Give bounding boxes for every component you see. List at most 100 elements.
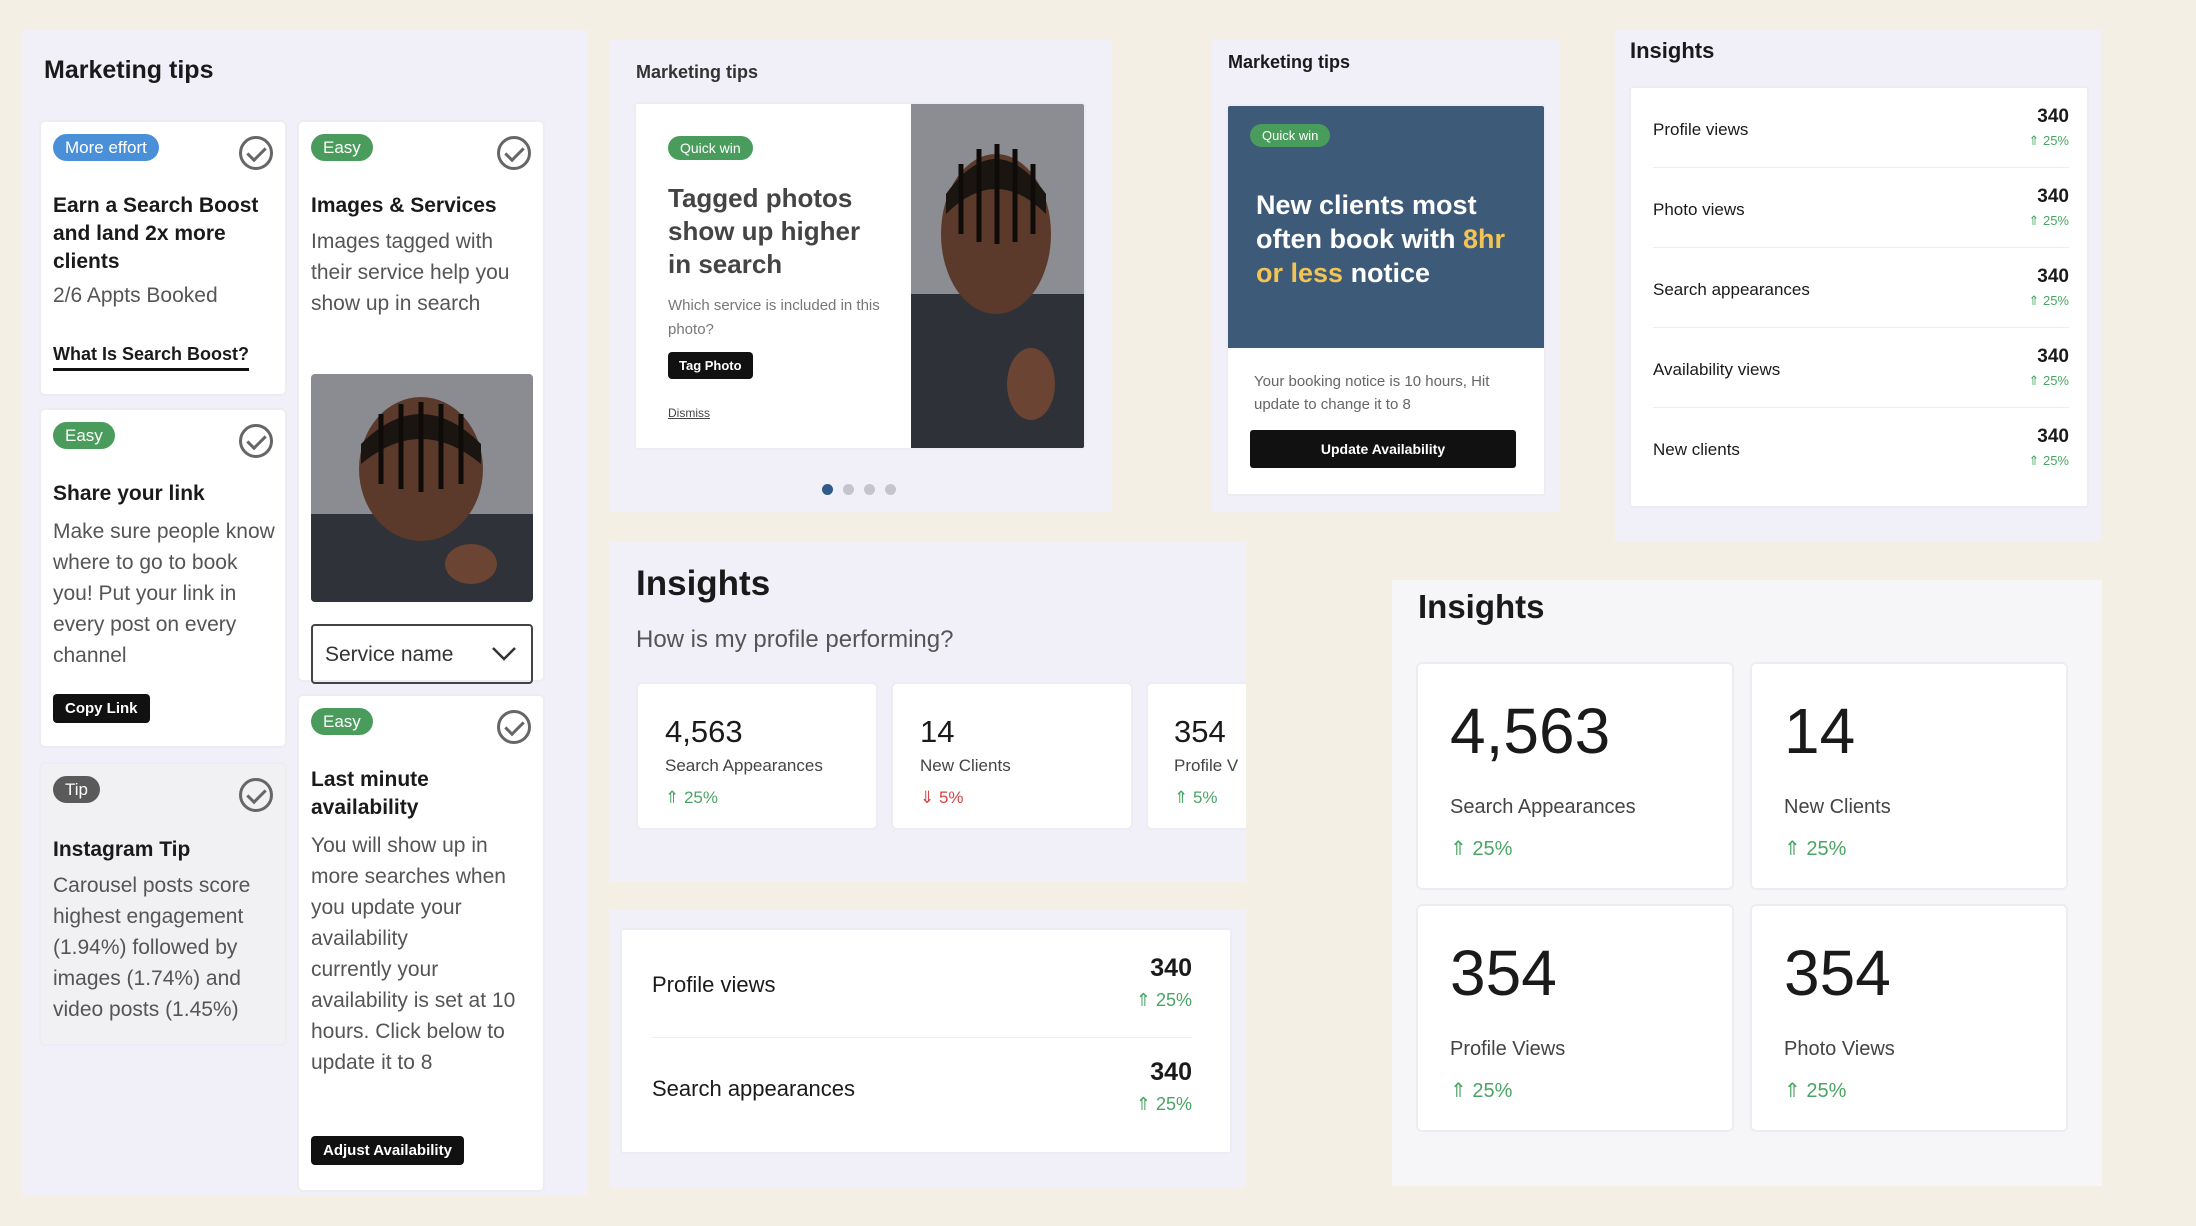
stat-card[interactable]: 14 New Clients ⇓ 5% (891, 682, 1133, 830)
what-is-search-boost-link[interactable]: What Is Search Boost? (53, 344, 250, 371)
booking-notice-card: Quick win New clients most often book wi… (1226, 104, 1546, 496)
marketing-tips-booking-panel: Marketing tips Quick win New clients mos… (1212, 40, 1560, 512)
stat-card[interactable]: 354 Photo Views ⇑ 25% (1750, 904, 2068, 1132)
insight-change-value: 25% (1155, 990, 1192, 1010)
insight-label: Profile views (652, 972, 776, 997)
insights-grid-panel: Insights 4,563 Search Appearances ⇑ 25% … (1392, 580, 2102, 1186)
tip-body: Make sure people know where to go to boo… (53, 520, 275, 667)
tip-card-instagram: Tip Instagram Tip Carousel posts score h… (39, 762, 287, 1046)
stat-value: 4,563 (665, 714, 743, 749)
insight-row: Search appearances 340 ⇑ 25% (652, 1038, 1192, 1142)
insight-row: New clients 340 ⇑ 25% (1653, 408, 2069, 488)
tip-card-images-services: Easy Images & Services Images tagged wit… (297, 120, 545, 684)
tip-body: Carousel posts score highest engagement … (53, 874, 251, 1021)
check-circle-icon[interactable] (497, 136, 531, 170)
headline-text-end: notice (1343, 258, 1431, 288)
stat-label: New Clients (1784, 796, 1891, 818)
insight-label: Search appearances (1653, 280, 1810, 299)
insight-change: ⇑ 25% (2028, 373, 2069, 388)
marketing-tips-carousel: Marketing tips Quick win Tagged photos s… (610, 40, 1112, 512)
stat-change: ⇑ 25% (1450, 1080, 1513, 1102)
stat-value: 354 (1784, 937, 1891, 1009)
insight-row: Profile views 340 ⇑ 25% (652, 934, 1192, 1038)
stat-value: 354 (1450, 937, 1557, 1009)
insight-change: ⇑ 25% (2028, 213, 2069, 228)
insight-change-value: 25% (2042, 213, 2069, 228)
insight-value: 340 (2037, 106, 2069, 127)
insights-list-panel: Insights Profile views 340 ⇑ 25% Photo v… (1615, 30, 2101, 542)
panel-title: Insights (1630, 38, 1715, 63)
marketing-tips-panel: Marketing tips More effort Earn a Search… (22, 30, 588, 1195)
stat-label: Profile V (1174, 756, 1239, 775)
stat-change-value: 5% (938, 788, 964, 807)
panel-title: Marketing tips (44, 56, 214, 84)
check-circle-icon[interactable] (239, 136, 273, 170)
stat-change: ⇑ 5% (1174, 788, 1218, 807)
stat-card[interactable]: 354 Profile V ⇑ 5% (1146, 682, 1246, 830)
check-circle-icon[interactable] (239, 424, 273, 458)
insights-mini-panel: Profile views 340 ⇑ 25% Search appearanc… (610, 910, 1246, 1188)
carousel-dot[interactable] (885, 484, 896, 495)
insight-change: ⇑ 25% (2028, 293, 2069, 308)
panel-title: Insights (1418, 588, 1545, 625)
insight-change: ⇑ 25% (2028, 453, 2069, 468)
carousel-dot[interactable] (843, 484, 854, 495)
card-body: Your booking notice is 10 hours, Hit upd… (1254, 373, 1490, 413)
tag-badge: Easy (53, 422, 115, 449)
tip-card-share-link: Easy Share your link Make sure people kn… (39, 408, 287, 748)
insight-label: Profile views (1653, 120, 1749, 139)
service-select[interactable]: Service name (311, 624, 533, 684)
headline-text: New clients most often book with (1256, 190, 1477, 254)
stat-card[interactable]: 354 Profile Views ⇑ 25% (1416, 904, 1734, 1132)
tag-badge: Tip (53, 776, 100, 803)
stat-value: 14 (1784, 695, 1856, 767)
panel-title: Marketing tips (1228, 52, 1351, 72)
panel-title: Marketing tips (636, 62, 759, 82)
tip-card-search-boost[interactable]: More effort Earn a Search Boost and land… (39, 120, 287, 396)
stat-change: ⇑ 25% (665, 788, 718, 807)
tag-badge: Quick win (668, 136, 753, 160)
carousel-dot[interactable] (864, 484, 875, 495)
stat-value: 4,563 (1450, 695, 1611, 767)
insight-row: Photo views 340 ⇑ 25% (1653, 168, 2069, 248)
insight-value: 340 (1150, 1058, 1192, 1086)
tip-body-secondary: currently your availability is set at 10… (311, 958, 516, 1074)
insight-change-value: 25% (1155, 1094, 1192, 1114)
insight-label: Search appearances (652, 1076, 856, 1101)
tip-progress: 2/6 Appts Booked (53, 284, 218, 307)
stat-value: 14 (920, 714, 955, 749)
insight-row: Profile views 340 ⇑ 25% (1653, 88, 2069, 168)
stat-label: Photo Views (1784, 1038, 1895, 1060)
insight-value: 340 (1150, 954, 1192, 982)
stat-card[interactable]: 4,563 Search Appearances ⇑ 25% (1416, 662, 1734, 890)
tip-title: Earn a Search Boost and land 2x more cli… (53, 194, 259, 273)
stat-change-value: 25% (1806, 1080, 1847, 1102)
stat-card[interactable]: 4,563 Search Appearances ⇑ 25% (636, 682, 878, 830)
copy-link-button[interactable]: Copy Link (53, 694, 150, 723)
tip-card-last-minute: Easy Last minute availability You will s… (297, 694, 545, 1192)
tip-title: Share your link (53, 482, 205, 505)
check-circle-icon[interactable] (497, 710, 531, 744)
stat-card[interactable]: 14 New Clients ⇑ 25% (1750, 662, 2068, 890)
insight-change-value: 25% (2042, 373, 2069, 388)
check-circle-icon[interactable] (239, 778, 273, 812)
card-hero: Quick win New clients most often book wi… (1228, 106, 1544, 348)
stat-label: Profile Views (1450, 1038, 1566, 1060)
chevron-down-icon (492, 647, 516, 661)
insight-change-value: 25% (2042, 293, 2069, 308)
tip-title: Last minute availability (311, 768, 429, 819)
tag-photo-button[interactable]: Tag Photo (668, 352, 753, 379)
insights-summary-panel: Insights How is my profile performing? 4… (610, 542, 1246, 882)
tip-body: Images tagged with their service help yo… (311, 230, 510, 315)
quick-win-card: Quick win Tagged photos show up higher i… (634, 102, 1086, 450)
stat-label: Search Appearances (1450, 796, 1636, 818)
carousel-dot-active[interactable] (822, 484, 833, 495)
insight-label: New clients (1653, 440, 1740, 459)
dismiss-link[interactable]: Dismiss (668, 406, 710, 420)
adjust-availability-button[interactable]: Adjust Availability (311, 1136, 464, 1165)
stat-change: ⇑ 25% (1784, 1080, 1847, 1102)
stat-label: Search Appearances (665, 756, 823, 775)
insight-row: Search appearances 340 ⇑ 25% (1653, 248, 2069, 328)
insight-change-value: 25% (2042, 453, 2069, 468)
update-availability-button[interactable]: Update Availability (1250, 430, 1516, 468)
